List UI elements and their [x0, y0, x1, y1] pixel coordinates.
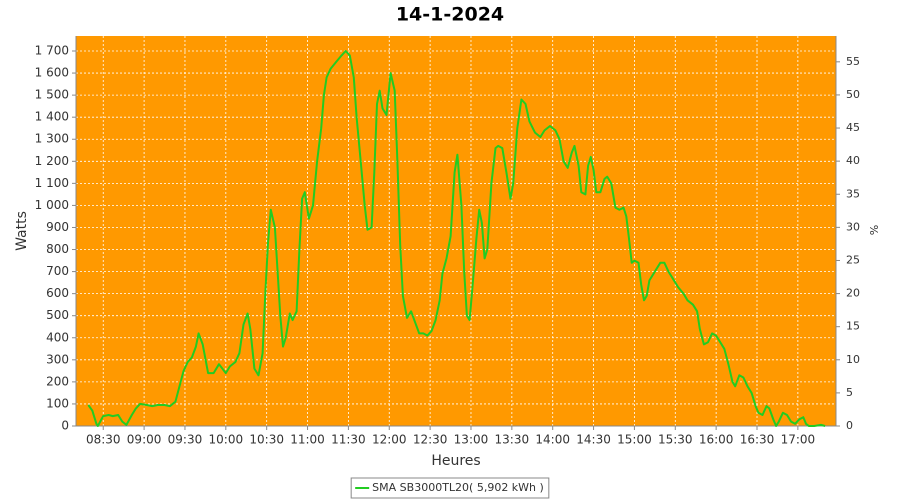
x-tick-label: 17:00 — [781, 433, 816, 447]
y2-tick-label: 50 — [846, 88, 860, 101]
y2-tick-label: 45 — [846, 121, 860, 134]
y-tick-label: 1 700 — [35, 44, 69, 58]
x-tick-label: 08:30 — [86, 433, 121, 447]
legend: SMA SB3000TL20( 5,902 kWh ) — [350, 477, 550, 499]
x-tick-label: 10:30 — [249, 433, 284, 447]
x-tick-label: 09:30 — [168, 433, 203, 447]
x-tick-label: 16:30 — [740, 433, 775, 447]
y-tick-label: 800 — [46, 242, 69, 256]
x-tick-label: 11:30 — [331, 433, 366, 447]
x-tick-label: 10:00 — [209, 433, 244, 447]
x-tick-label: 12:30 — [413, 433, 448, 447]
y-tick-label: 1 400 — [35, 110, 69, 124]
y2-tick-label: 10 — [846, 353, 860, 366]
x-tick-label: 11:00 — [290, 433, 325, 447]
x-tick-label: 12:00 — [372, 433, 407, 447]
chart-title: 14-1-2024 — [396, 4, 504, 26]
y-tick-label: 1 000 — [35, 198, 69, 212]
y2-axis-label: % — [867, 225, 880, 235]
x-tick-label: 09:00 — [127, 433, 162, 447]
y-tick-label: 1 100 — [35, 176, 69, 190]
x-tick-label: 14:30 — [576, 433, 611, 447]
y2-tick-label: 40 — [846, 154, 860, 167]
x-tick-label: 16:00 — [699, 433, 734, 447]
y2-tick-label: 15 — [846, 320, 860, 333]
y-tick-label: 1 200 — [35, 154, 69, 168]
y-tick-label: 1 500 — [35, 88, 69, 102]
y-tick-label: 0 — [61, 419, 69, 433]
y-axis-label: Watts — [14, 211, 30, 251]
x-axis-label: Heures — [431, 453, 480, 469]
y-tick-label: 900 — [46, 220, 69, 234]
x-tick-label: 15:00 — [617, 433, 652, 447]
y2-tick-label: 0 — [846, 419, 853, 432]
y-tick-label: 200 — [46, 374, 69, 388]
x-tick-label: 15:30 — [658, 433, 693, 447]
y-tick-label: 300 — [46, 352, 69, 366]
y-tick-label: 600 — [46, 286, 69, 300]
y-tick-label: 100 — [46, 396, 69, 410]
legend-label: SMA SB3000TL20( 5,902 kWh ) — [372, 481, 544, 494]
y2-tick-label: 5 — [846, 386, 853, 399]
y2-tick-label: 20 — [846, 287, 860, 300]
y2-tick-label: 25 — [846, 253, 860, 266]
y-tick-label: 1 300 — [35, 132, 69, 146]
y2-tick-label: 55 — [846, 55, 860, 68]
y-tick-label: 500 — [46, 308, 69, 322]
x-tick-label: 13:00 — [454, 433, 489, 447]
y2-tick-label: 35 — [846, 187, 860, 200]
data-line — [87, 50, 826, 427]
y-tick-label: 400 — [46, 330, 69, 344]
y-tick-label: 700 — [46, 264, 69, 278]
plot-area — [76, 36, 836, 426]
y2-tick-label: 30 — [846, 220, 860, 233]
y-tick-label: 1 600 — [35, 66, 69, 80]
x-tick-label: 13:30 — [495, 433, 530, 447]
x-tick-label: 14:00 — [535, 433, 570, 447]
legend-box — [350, 477, 550, 499]
